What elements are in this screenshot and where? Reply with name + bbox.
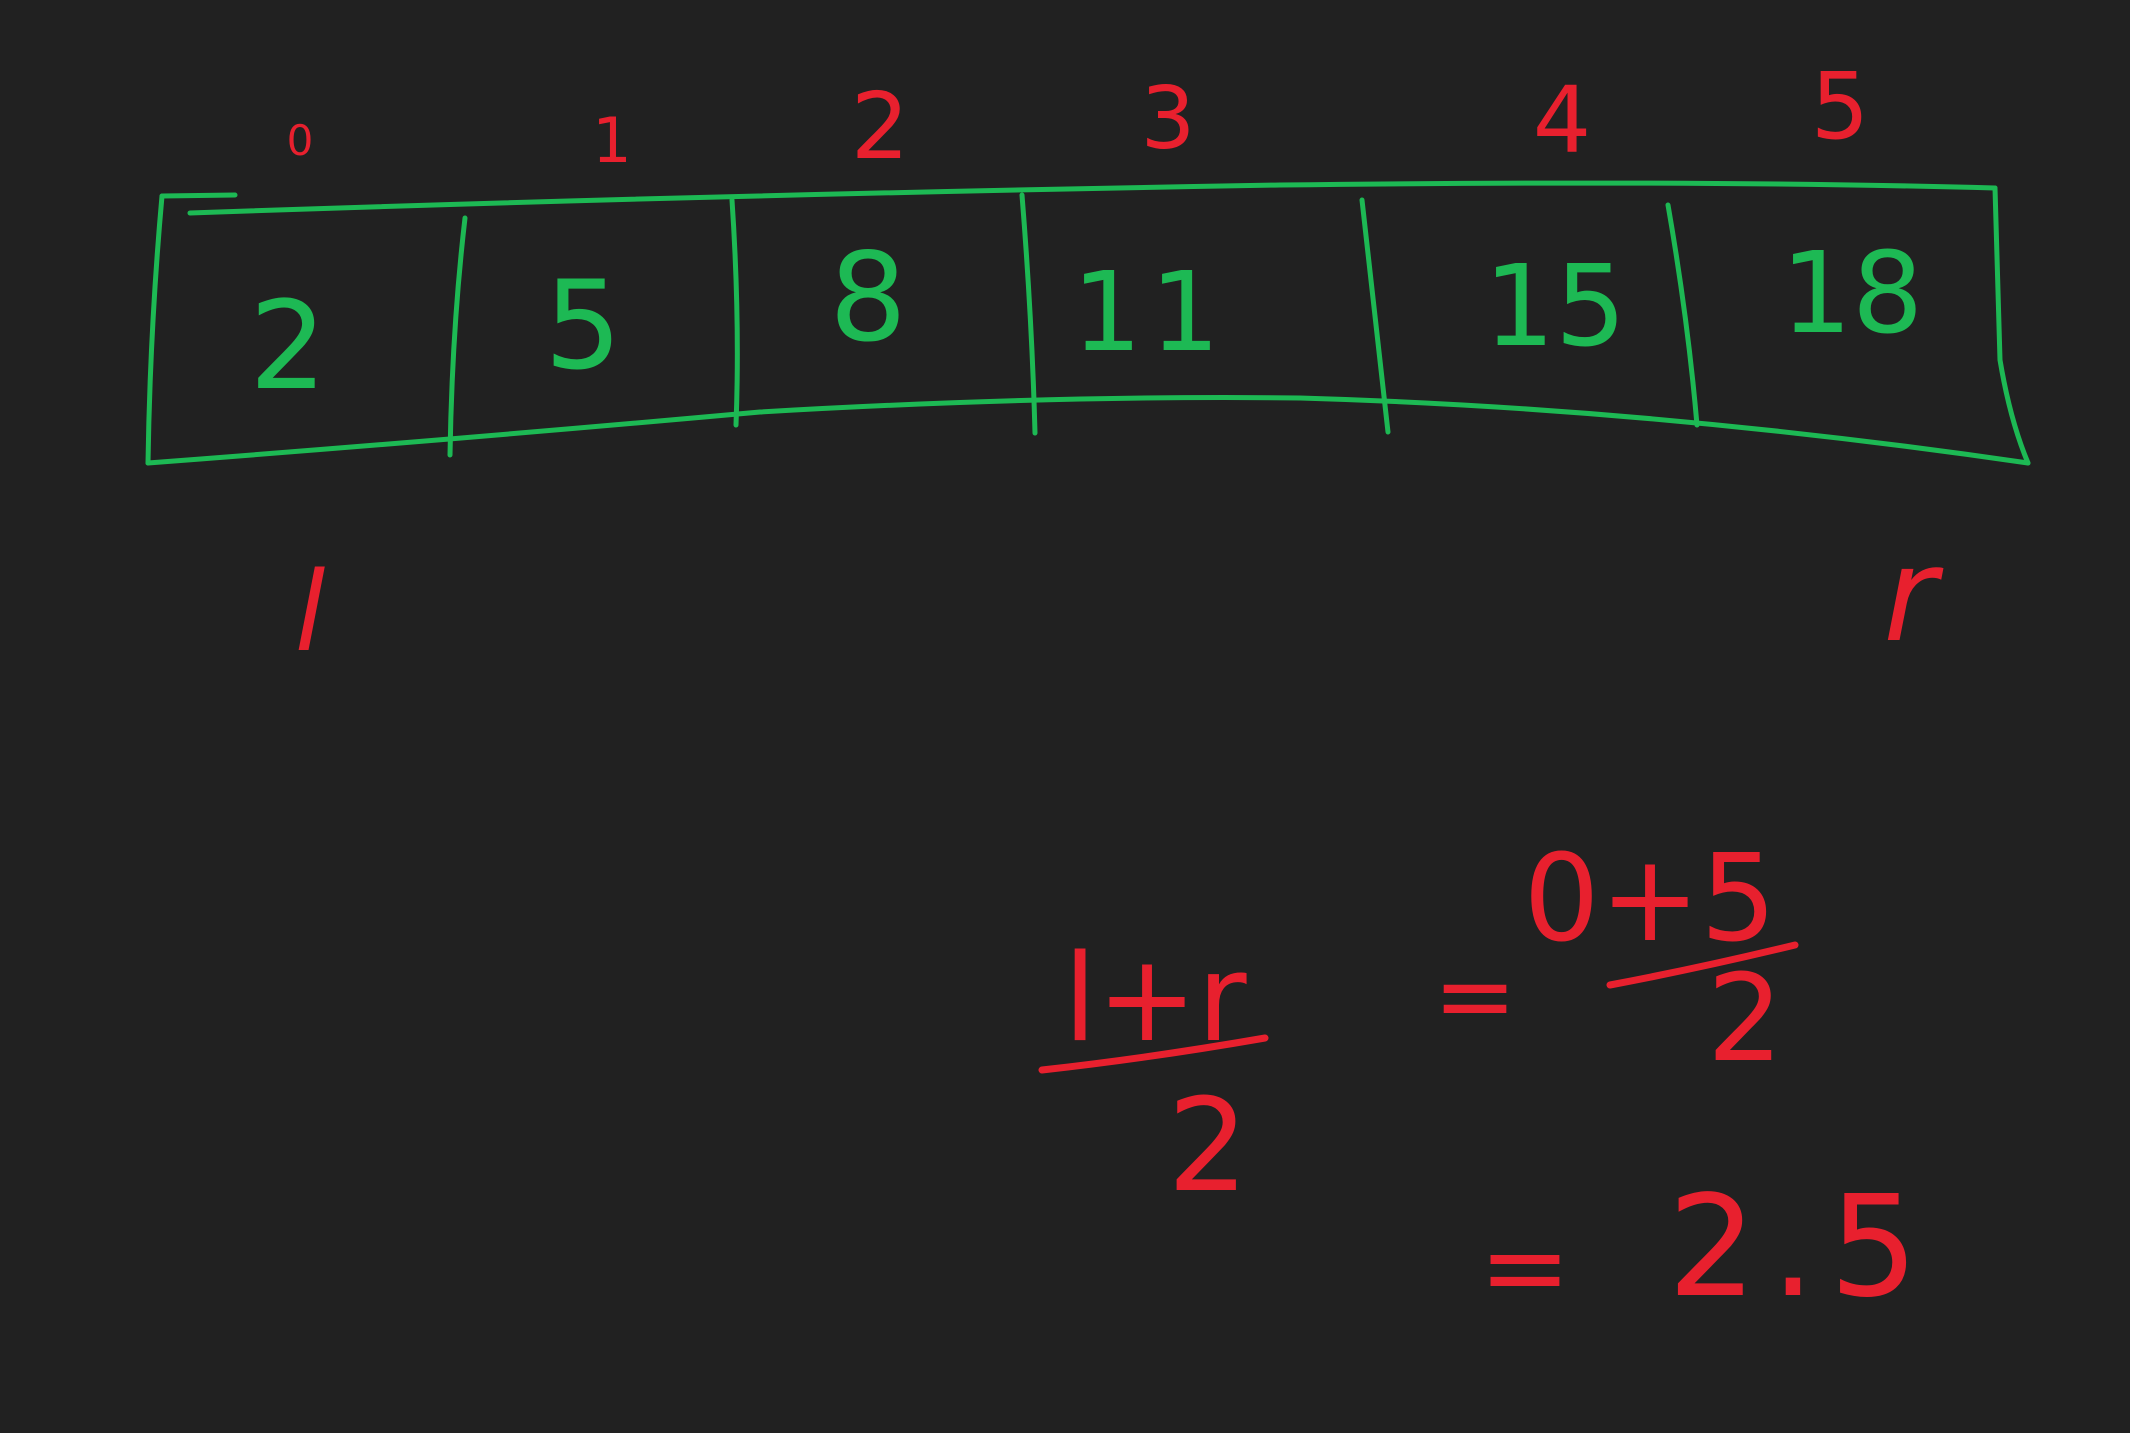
array-box <box>145 180 2031 466</box>
index-label-5: 5 <box>1811 53 1870 160</box>
index-label-3: 3 <box>1141 69 1196 169</box>
substitution-numerator: 0+5 <box>1523 830 1776 969</box>
array-divider-5 <box>1665 202 1700 428</box>
formula-fraction-bar <box>1038 1034 1269 1074</box>
array-values: 2 5 8 11 15 18 <box>249 227 1923 417</box>
substitution-denominator: 2 <box>1707 950 1783 1089</box>
array-value-0: 2 <box>249 275 327 417</box>
array-indices: 0 1 2 3 4 5 <box>287 53 1870 180</box>
array-top-edge <box>187 180 1998 216</box>
array-value-4: 15 <box>1484 242 1627 372</box>
index-label-0: 0 <box>287 116 314 165</box>
array-top-left-tick <box>159 192 238 199</box>
index-label-2: 2 <box>851 73 910 180</box>
pointers: l r <box>295 519 1945 676</box>
formula-denominator: 2 <box>1167 1072 1248 1221</box>
array-divider-4 <box>1359 197 1391 435</box>
array-value-1: 5 <box>544 255 622 397</box>
array-value-2: 8 <box>829 227 907 369</box>
formula: l+r 2 = 0+5 2 = 2.5 <box>1038 830 1933 1331</box>
array-value-3: 11 <box>1072 248 1228 376</box>
substitution-fraction-bar <box>1606 941 1799 989</box>
array-divider-2 <box>729 197 740 428</box>
index-label-4: 4 <box>1533 67 1592 174</box>
result-equals: = <box>1479 1203 1571 1331</box>
array-left-edge <box>145 193 165 466</box>
right-pointer-label: r <box>1883 519 1944 671</box>
array-divider-1 <box>447 215 468 458</box>
result-value: 2.5 <box>1668 1166 1933 1329</box>
left-pointer-label: l <box>295 548 326 676</box>
array-bottom-edge <box>145 395 2031 466</box>
array-right-edge <box>1992 185 2031 466</box>
array-value-5: 18 <box>1781 229 1924 359</box>
substitution-equals: = <box>1433 937 1517 1054</box>
index-label-1: 1 <box>592 104 631 177</box>
array-divider-3 <box>1019 192 1038 436</box>
